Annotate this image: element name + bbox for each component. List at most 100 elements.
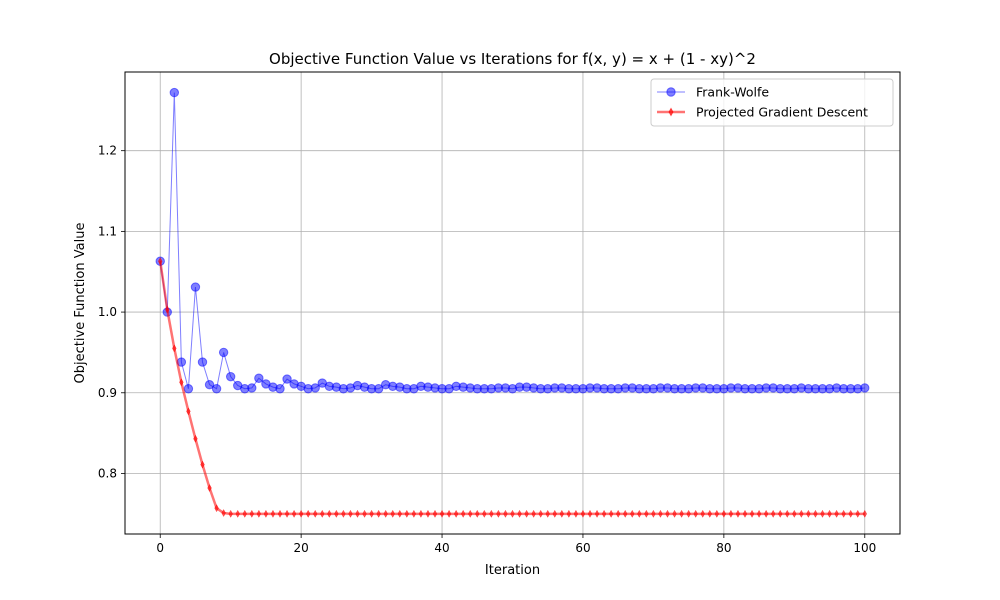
data-point [482, 509, 487, 518]
data-point [820, 509, 825, 518]
data-point [749, 509, 755, 518]
data-point [179, 378, 184, 387]
data-point [742, 509, 748, 518]
data-point [573, 509, 579, 518]
data-point [275, 384, 285, 394]
data-point [693, 509, 698, 518]
y-tick-label: 1.1 [98, 224, 117, 238]
data-point [531, 509, 536, 518]
data-point [204, 380, 215, 390]
data-point [249, 509, 255, 518]
data-point [282, 374, 292, 384]
data-point [228, 509, 233, 518]
data-point [298, 509, 304, 518]
y-tick-label: 1.2 [98, 144, 117, 158]
data-point [721, 509, 727, 518]
data-point [594, 509, 600, 518]
data-point [254, 373, 264, 383]
data-point [256, 509, 262, 518]
data-point [862, 509, 867, 518]
legend-label: Projected Gradient Descent [696, 105, 868, 120]
data-point [799, 509, 804, 518]
x-tick-label: 20 [293, 541, 308, 555]
data-point [369, 509, 374, 518]
data-point [390, 509, 395, 518]
data-point [714, 509, 720, 518]
data-point [313, 509, 318, 518]
data-point [834, 509, 839, 518]
y-tick-label: 0.8 [98, 466, 117, 480]
x-tick-label: 80 [716, 541, 731, 555]
data-point [672, 509, 677, 518]
x-tick-label: 40 [434, 541, 449, 555]
data-point [432, 509, 438, 518]
data-point [763, 509, 769, 518]
series-frank-wolfe [155, 87, 870, 394]
data-point [186, 407, 191, 416]
data-point [841, 509, 846, 518]
data-point [538, 509, 543, 518]
x-tick-label: 0 [156, 541, 164, 555]
data-point [587, 509, 593, 518]
data-point [651, 509, 656, 518]
data-point [270, 509, 276, 518]
data-point [425, 509, 431, 518]
data-point [453, 509, 459, 518]
data-point [608, 509, 614, 518]
data-point [728, 509, 734, 518]
data-point [211, 384, 222, 394]
data-point [489, 509, 494, 518]
data-point [411, 509, 417, 518]
legend: Frank-Wolfe Projected Gradient Descent [650, 78, 894, 127]
data-point [770, 509, 776, 518]
legend-box [650, 78, 894, 127]
data-point [785, 509, 790, 518]
data-point [373, 384, 384, 394]
data-point [510, 509, 515, 518]
legend-marker [668, 107, 674, 117]
data-point [813, 509, 818, 518]
data-point [334, 509, 339, 518]
data-point [630, 509, 635, 518]
data-point [644, 509, 649, 518]
data-point [355, 509, 360, 518]
data-point [169, 87, 180, 98]
data-point [524, 509, 529, 518]
data-point [601, 509, 607, 518]
data-point [376, 509, 381, 518]
data-point [214, 504, 219, 513]
data-point [190, 282, 201, 292]
data-point [221, 508, 226, 518]
x-tick-label: 60 [575, 541, 590, 555]
data-point [827, 509, 832, 518]
data-point [475, 509, 480, 518]
y-tick-label: 0.9 [98, 386, 117, 400]
plot-frame [124, 71, 901, 535]
chart-title: Objective Function Value vs Iterations f… [269, 50, 756, 68]
x-axis-ticks: 0 20 40 60 80 100 [156, 534, 876, 555]
data-point [792, 509, 797, 518]
data-point [165, 305, 170, 314]
data-point [566, 509, 572, 518]
legend-label: Frank-Wolfe [696, 85, 769, 100]
data-point [496, 509, 501, 518]
data-point [658, 509, 663, 518]
data-point [362, 509, 367, 518]
data-point [860, 383, 870, 393]
y-tick-label: 1.0 [98, 305, 117, 319]
data-point [679, 509, 684, 518]
data-point [383, 509, 388, 518]
data-point [460, 509, 466, 518]
data-point [552, 509, 557, 518]
series-projected-gradient-descent [158, 257, 867, 518]
data-point [242, 509, 247, 518]
legend-marker [666, 87, 676, 97]
data-point [735, 509, 741, 518]
grid-lines [125, 72, 900, 534]
data-point [247, 383, 257, 393]
y-axis-ticks: 0.8 0.9 1.0 1.1 1.2 [98, 144, 125, 480]
data-point [756, 509, 762, 518]
data-point [158, 257, 163, 266]
data-point [418, 509, 424, 518]
